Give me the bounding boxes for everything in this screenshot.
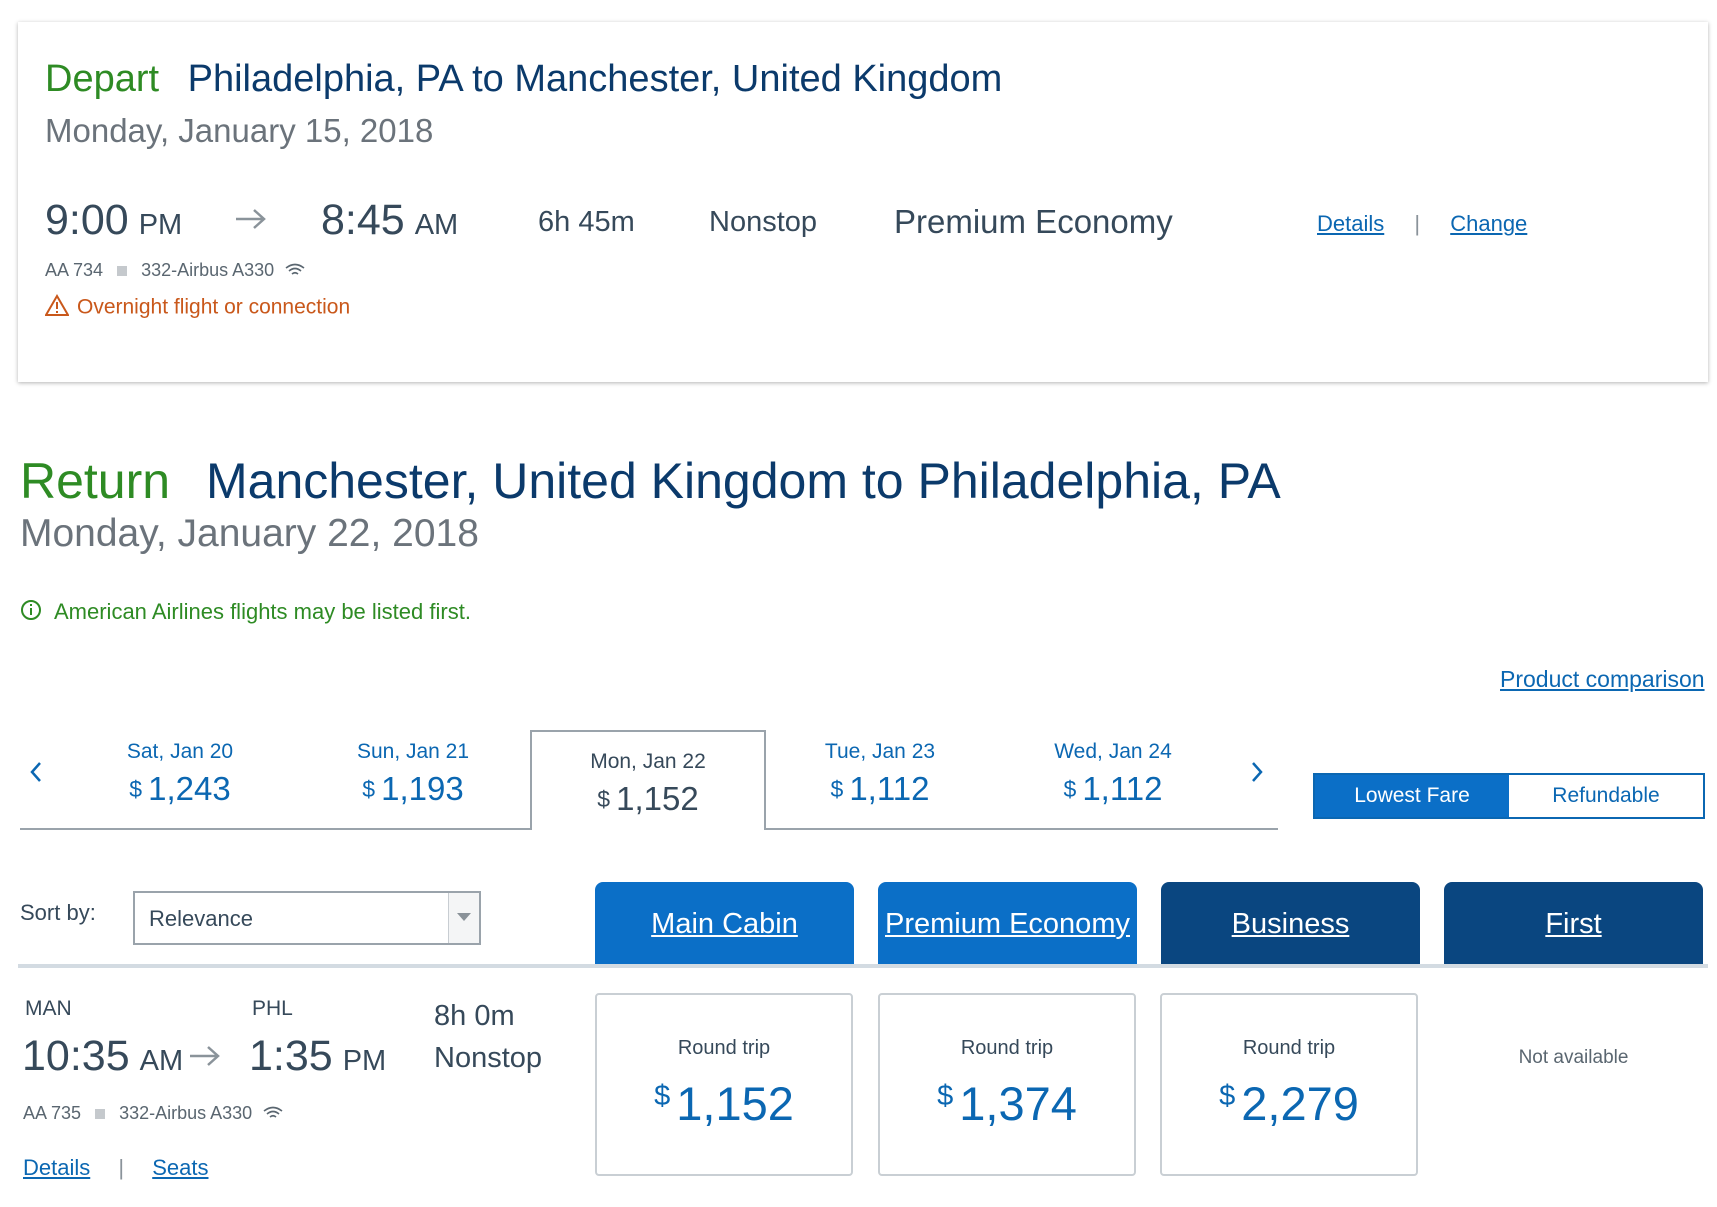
sort-selected-value: Relevance [149, 906, 253, 931]
depart-links: Details | Change [1317, 211, 1527, 237]
separator-square [95, 1109, 106, 1120]
result-flight-info: AA 735 332-Airbus A330 [23, 1103, 283, 1125]
cabin-header-premium-economy[interactable]: Premium Economy [878, 882, 1137, 966]
depart-date: Monday, January 15, 2018 [45, 112, 434, 149]
depart-heading: Depart Philadelphia, PA to Manchester, U… [45, 58, 1002, 101]
date-tab-sun-jan-21[interactable]: Sun, Jan 21 $1,193 [356, 740, 470, 807]
prev-dates-chevron-icon[interactable] [28, 757, 44, 791]
depart-duration: 6h 45m [538, 206, 635, 238]
wifi-icon [263, 1104, 283, 1125]
sort-select[interactable]: Relevance [133, 891, 481, 945]
result-details-link[interactable]: Details [23, 1155, 91, 1180]
date-tab-mon-jan-22-selected[interactable]: Mon, Jan 22 $1,152 [530, 730, 766, 830]
return-route: Manchester, United Kingdom to Philadelph… [205, 453, 1281, 509]
depart-details-link[interactable]: Details [1317, 211, 1385, 236]
info-circle-icon [20, 599, 42, 627]
fare-premium-economy[interactable]: Round trip $1,374 [878, 993, 1136, 1176]
first-not-available: Not available [1518, 1047, 1629, 1068]
date-tab-tue-jan-23[interactable]: Tue, Jan 23 $1,112 [824, 740, 936, 807]
return-date: Monday, January 22, 2018 [20, 512, 479, 555]
notice-text: American Airlines flights may be listed … [54, 599, 471, 624]
fare-main-cabin[interactable]: Round trip $1,152 [595, 993, 853, 1176]
warning-triangle-icon [44, 294, 70, 322]
origin-code: MAN [25, 997, 72, 1020]
depart-cabin: Premium Economy [894, 203, 1173, 240]
result-seats-link[interactable]: Seats [152, 1155, 209, 1180]
link-separator: | [118, 1155, 125, 1180]
warning-text: Overnight flight or connection [77, 295, 351, 319]
result-flight-number: AA 735 [23, 1103, 82, 1123]
chevron-down-icon [448, 893, 479, 943]
next-dates-chevron-icon[interactable] [1249, 757, 1265, 791]
refundable-button[interactable]: Refundable [1509, 775, 1703, 817]
listing-notice: American Airlines flights may be listed … [20, 599, 471, 627]
cabin-header-main-cabin[interactable]: Main Cabin [595, 882, 854, 966]
result-stops: Nonstop [434, 1042, 543, 1074]
cabin-header-first[interactable]: First [1444, 882, 1703, 966]
depart-flight-info: AA 734 332-Airbus A330 [45, 260, 305, 282]
result-links: Details | Seats [23, 1155, 208, 1181]
result-departure-time: 10:35 AM [22, 1032, 184, 1080]
right-arrow-icon [234, 207, 268, 236]
depart-route: Philadelphia, PA to Manchester, United K… [187, 58, 1003, 100]
separator-square [117, 266, 128, 277]
depart-arrival-time: 8:45 AM [321, 196, 459, 244]
depart-aircraft: 332-Airbus A330 [141, 260, 275, 280]
date-tab-sat-jan-20[interactable]: Sat, Jan 20 $1,243 [126, 740, 234, 807]
link-separator: | [1414, 211, 1421, 236]
result-arrival-time: 1:35 PM [249, 1032, 387, 1080]
result-duration: 8h 0m [434, 1000, 515, 1032]
product-comparison-link[interactable]: Product comparison [1500, 666, 1705, 692]
depart-card [18, 22, 1708, 382]
return-label: Return [20, 453, 171, 509]
fare-business[interactable]: Round trip $2,279 [1160, 993, 1418, 1176]
cabin-header-business[interactable]: Business [1161, 882, 1420, 966]
depart-label: Depart [45, 58, 160, 100]
overnight-warning: Overnight flight or connection [44, 294, 351, 322]
depart-flight-number: AA 734 [45, 260, 104, 280]
wifi-icon [285, 261, 305, 282]
fare-type-toggle: Lowest Fare Refundable [1313, 773, 1705, 819]
depart-departure-time: 9:00 PM [45, 196, 183, 244]
destination-code: PHL [252, 997, 293, 1020]
result-aircraft: 332-Airbus A330 [119, 1103, 253, 1123]
lowest-fare-button[interactable]: Lowest Fare [1315, 775, 1509, 817]
depart-change-link[interactable]: Change [1450, 211, 1528, 236]
sort-label: Sort by: [20, 900, 96, 925]
cabin-header-divider [18, 964, 1708, 968]
return-heading: Return Manchester, United Kingdom to Phi… [20, 452, 1281, 510]
right-arrow-icon [188, 1044, 222, 1073]
date-tab-wed-jan-24[interactable]: Wed, Jan 24 $1,112 [1054, 740, 1172, 807]
depart-stops: Nonstop [709, 206, 818, 238]
